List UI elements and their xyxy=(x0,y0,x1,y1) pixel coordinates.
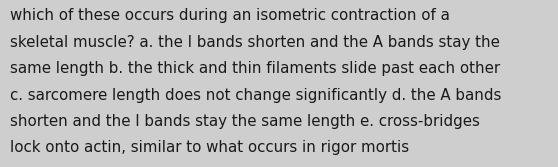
Text: c. sarcomere length does not change significantly d. the A bands: c. sarcomere length does not change sign… xyxy=(10,88,502,103)
Text: which of these occurs during an isometric contraction of a: which of these occurs during an isometri… xyxy=(10,8,450,23)
Text: skeletal muscle? a. the I bands shorten and the A bands stay the: skeletal muscle? a. the I bands shorten … xyxy=(10,35,500,50)
Text: lock onto actin, similar to what occurs in rigor mortis: lock onto actin, similar to what occurs … xyxy=(10,140,409,155)
Text: shorten and the I bands stay the same length e. cross-bridges: shorten and the I bands stay the same le… xyxy=(10,114,480,129)
Text: same length b. the thick and thin filaments slide past each other: same length b. the thick and thin filame… xyxy=(10,61,500,76)
